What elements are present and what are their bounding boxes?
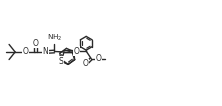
Text: NH$_2$: NH$_2$ — [47, 33, 63, 43]
Text: O: O — [32, 39, 38, 48]
Text: O: O — [74, 47, 79, 56]
Text: S: S — [59, 57, 63, 66]
Text: O: O — [22, 47, 28, 56]
Text: N: N — [43, 47, 48, 56]
Text: O: O — [82, 59, 88, 68]
Text: O: O — [96, 54, 102, 63]
